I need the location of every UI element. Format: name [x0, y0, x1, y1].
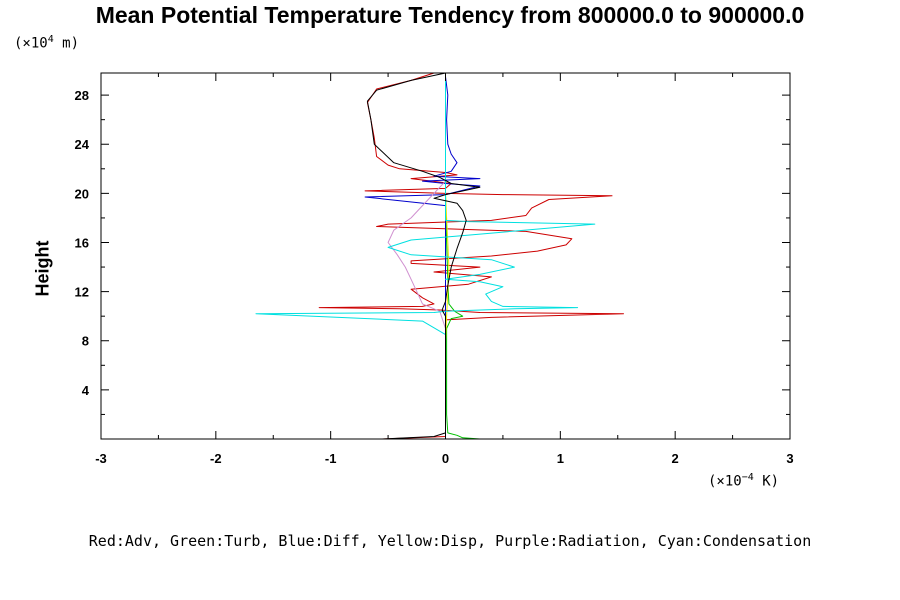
series-line-condensation [255, 73, 596, 439]
chart-title: Mean Potential Temperature Tendency from… [95, 2, 805, 28]
series-line-diff [364, 76, 481, 439]
y-tick-label: 4 [82, 383, 90, 398]
y-unit-prefix: (×10 [14, 35, 48, 52]
x-unit-exponent: −4 [741, 472, 754, 483]
series-line-turb [445, 76, 480, 440]
series-layer [255, 72, 624, 440]
y-unit-exponent: 4 [47, 34, 54, 45]
y-axis-unit: (×104 m) [14, 34, 79, 52]
y-tick-label: 12 [75, 285, 89, 300]
series-line-total [366, 72, 481, 440]
x-tick-label: 1 [557, 451, 564, 466]
legend-text: Red:Adv, Green:Turb, Blue:Diff, Yellow:D… [88, 532, 812, 550]
series-line-radiation [387, 76, 446, 439]
x-tick-label: -1 [325, 451, 337, 466]
series-line-adv [318, 72, 624, 440]
x-tick-label: 0 [442, 451, 449, 466]
y-tick-label: 24 [75, 137, 90, 152]
y-tick-label: 20 [75, 186, 89, 201]
x-unit-prefix: (×10 [708, 473, 742, 490]
x-unit-suffix: K) [753, 473, 780, 490]
x-tick-label: 2 [672, 451, 679, 466]
y-tick-label: 28 [75, 88, 89, 103]
x-tick-label: -2 [210, 451, 222, 466]
x-axis-unit: (×10−4 K) [708, 472, 779, 490]
y-tick-label: 8 [82, 334, 89, 349]
y-unit-suffix: m) [53, 35, 80, 52]
x-tick-label: 3 [786, 451, 793, 466]
y-tick-label: 16 [75, 235, 89, 250]
x-tick-label: -3 [95, 451, 107, 466]
